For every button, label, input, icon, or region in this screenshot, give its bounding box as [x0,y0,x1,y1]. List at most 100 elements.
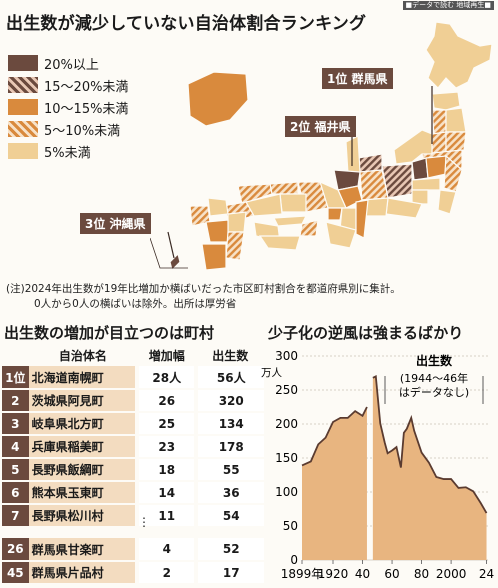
series-line-1 [372,375,488,514]
map-hokkaido [425,22,493,89]
ranking-table-lower: 26 群馬県甘楽町 4 52 45 群馬県片品村 2 17 [2,538,264,585]
ranking-row: 4 兵庫県稲美町 23 178 [2,435,264,459]
legend-label: 15〜20%未満 [44,79,129,95]
legend-label: 5%未満 [44,145,91,161]
annotation-line: (1944〜46年 [400,371,468,385]
header-births: 出生数 [212,348,249,363]
y-tick-label: 100 [275,485,298,499]
ranking-increase: 11 [135,504,197,528]
footnote: (注)2024年出生数が19年比増加か横ばいだった市区町村割合を都道府県別に集計… [6,282,494,312]
map-niigata [393,129,433,165]
ranking-births: 134 [194,412,264,436]
map-miyazaki [225,231,245,261]
map-legend: 20%以上 15〜20%未満 10〜15%未満 5〜10%未満 5%未満 [8,52,128,162]
map-ishikawa [345,135,361,175]
chart-title: 少子化の逆風は強まるばかり [268,324,464,342]
legend-item: 5%未満 [8,140,128,162]
ranking-rank: 6 [2,481,29,505]
ranking-births: 320 [194,389,264,413]
ranking-row: 26 群馬県甘楽町 4 52 [2,538,264,562]
footnote-line2: 0人から0人の横ばいは除外。出所は厚労省 [34,298,237,310]
header-rank [2,344,29,366]
map-kagoshima [201,243,227,271]
ranking-births: 52 [194,538,264,562]
header-name: 自治体名 [58,348,107,363]
area-segment-1 [372,376,487,560]
y-tick-label: 0 [290,553,298,567]
ranking-rank: 5 [2,458,29,482]
map-okinawa-inset [187,71,249,127]
map-fukuoka [207,197,229,217]
ranking-row: 45 群馬県片品村 2 17 [2,561,264,585]
x-tick-label: 2000 [436,567,467,581]
y-axis-unit: 万人 [261,367,282,379]
ranking-row: 6 熊本県玉東町 14 36 [2,481,264,505]
y-tick-label: 200 [275,417,298,431]
map-toyama [357,153,383,173]
legend-item: 10〜15%未満 [8,96,128,118]
ranking-births: 36 [194,481,264,505]
ranking-name: 岐阜県北方町 [28,412,138,436]
y-tick-label: 250 [275,383,298,397]
ranking-births: 17 [194,561,264,585]
source-tag: ■データで読む 地域再生■ [402,1,494,10]
map-okinawa [169,252,181,272]
rank1-callout: 1位 群馬県 [322,68,393,89]
map-oita [227,211,247,233]
legend-item: 15〜20%未満 [8,74,128,96]
map-tokushima [299,219,319,237]
main-title: 出生数が減少していない自治体割合ランキング [6,14,367,34]
ranking-name: 長野県飯綱町 [28,458,138,482]
ranking-births: 178 [194,435,264,459]
japan-prefecture-map [150,22,493,272]
ranking-increase: 4 [135,538,197,562]
map-kagawa [273,215,308,227]
map-wakayama [325,221,357,249]
ranking-name: 北海道南幌町 [28,366,138,390]
ranking-rank: 4 [2,435,29,459]
ranking-rank: 7 [2,504,29,528]
x-tick-label: 24 [479,567,494,581]
ranking-increase: 23 [135,435,197,459]
legend-swatch-20plus [8,55,38,71]
ranking-increase: 28人 [135,366,197,390]
y-tick-label: 300 [275,349,298,363]
map-aomori [431,91,461,111]
legend-label: 20%以上 [44,57,99,73]
map-mie [355,199,369,239]
map-yamagata [431,131,447,155]
ranking-name: 熊本県玉東町 [28,481,138,505]
header-increase: 増加幅 [148,348,185,363]
map-kochi [258,235,301,251]
ranking-births: 56人 [194,366,264,390]
legend-item: 20%以上 [8,52,128,74]
annotation-bracket [384,376,484,404]
y-tick-label: 50 [283,519,298,533]
ranking-births: 54 [194,504,264,528]
map-okayama [279,193,307,213]
legend-label: 10〜15%未満 [44,101,129,117]
area-segment-0 [302,407,367,560]
ranking-row: 3 岐阜県北方町 25 134 [2,412,264,436]
legend-swatch-15-20 [8,77,38,93]
map-saitama [411,177,441,191]
ranking-ellipsis: ⋮ [138,515,150,529]
map-osaka [327,207,343,221]
ranking-row: 1位 北海道南幌町 28人 56人 [2,366,264,390]
ranking-name: 長野県松川村 [28,504,138,528]
map-yamanashi [411,189,429,205]
map-shimane [237,183,273,205]
ranking-rank: 3 [2,412,29,436]
ranking-title: 出生数の増加が目立つのは町村 [4,324,215,342]
legend-label: 5〜10%未満 [44,123,121,139]
x-tick-label: 1899年 [281,567,324,581]
ranking-births: 55 [194,458,264,482]
legend-swatch-10-15 [8,99,38,115]
rank3-leader [167,231,175,259]
x-tick-label: 1920 [318,567,349,581]
ranking-increase: 26 [135,389,197,413]
y-tick-label: 150 [275,451,298,465]
rank2-callout: 2位 福井県 [285,116,356,137]
